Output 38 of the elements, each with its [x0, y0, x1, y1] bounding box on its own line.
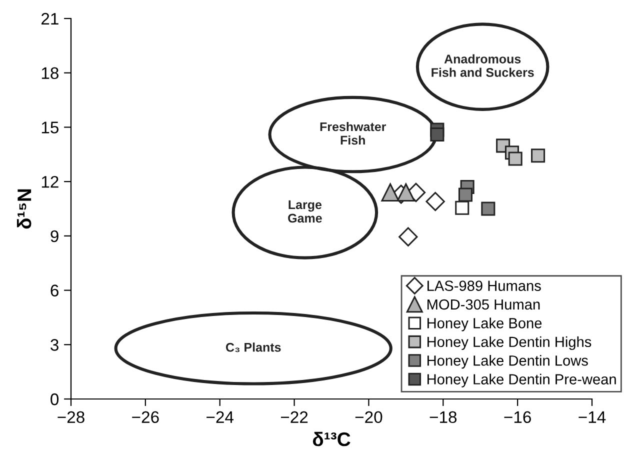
x-tick-label: −18: [430, 411, 457, 424]
point: [426, 192, 445, 212]
point: [508, 152, 522, 166]
y-tick-label: 9: [50, 230, 58, 242]
point: [481, 202, 496, 216]
legend-label: Honey Lake Bone: [428, 318, 542, 332]
annotation: C₃ Plants: [226, 342, 281, 352]
x-tick-label: −28: [58, 411, 84, 424]
annotation: Anadromous Fish and Suckers: [432, 54, 534, 77]
y-tick-label: 21: [41, 12, 58, 25]
point: [458, 188, 472, 202]
point: [396, 183, 416, 202]
y-tick-label: 12: [42, 176, 58, 188]
point: [398, 227, 418, 246]
y-axis-title: δ¹⁵N: [16, 189, 32, 229]
x-tick-label: −24: [206, 411, 234, 423]
x-tick-label: −20: [355, 411, 382, 424]
point: [455, 200, 470, 215]
legend-label: Honey Lake Dentin Highs: [428, 336, 592, 350]
x-tick-label: −22: [280, 411, 308, 423]
x-tick-label: −16: [504, 411, 531, 424]
annotation: Freshwater Fish: [320, 122, 386, 145]
point: [381, 183, 400, 202]
legend-label: MOD-305 Human: [428, 299, 540, 310]
y-tick-label: 18: [42, 67, 58, 80]
x-tick-label: −14: [578, 411, 606, 423]
legend-label: LAS-989 Humans: [428, 280, 541, 291]
legend-label: Honey Lake Dentin Lows: [428, 355, 588, 369]
y-tick-label: 6: [50, 284, 58, 296]
y-tick-label: 3: [50, 339, 58, 351]
annotation: Large Game: [288, 200, 322, 223]
x-axis-title: δ¹³C: [312, 432, 350, 446]
point: [430, 127, 444, 142]
y-tick-label: 0: [50, 393, 59, 406]
y-tick-label: 15: [42, 122, 58, 134]
x-tick-label: −26: [132, 411, 159, 424]
legend-label: Honey Lake Dentin Pre-wean: [428, 374, 616, 388]
point: [531, 148, 546, 163]
